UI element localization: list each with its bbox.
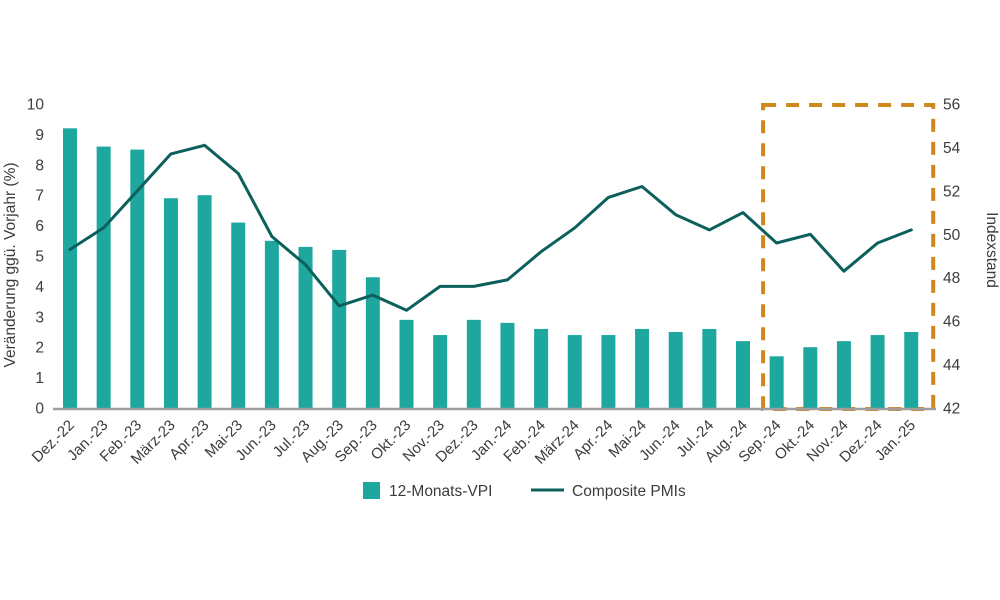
left-axis-tick-label: 10 <box>27 97 45 114</box>
bar-Feb.-23 <box>130 149 145 409</box>
bar-Jan.-23 <box>96 146 111 409</box>
bar-Aug.-23 <box>332 249 347 409</box>
bar-Jan.-25 <box>904 332 919 409</box>
bar-Mai-23 <box>231 222 246 409</box>
right-axis-tick-label: 54 <box>943 140 961 157</box>
right-axis-tick-label: 50 <box>943 227 961 244</box>
bar-Jun.-24 <box>668 332 683 409</box>
bar-Dez.-23 <box>466 319 481 409</box>
bar-Jan.-24 <box>500 322 515 409</box>
left-axis-tick-label: 2 <box>35 340 44 357</box>
bar-series-group <box>63 128 919 409</box>
left-axis-tick-label: 4 <box>35 279 44 296</box>
bar-März-23 <box>163 198 178 409</box>
bar-Apr.-23 <box>197 195 212 409</box>
bar-Dez.-24 <box>870 335 885 409</box>
bar-Sep.-23 <box>365 277 380 409</box>
bar-Okt.-23 <box>399 319 414 409</box>
left-axis-tick-label: 1 <box>35 370 44 387</box>
right-axis-tick-label: 42 <box>943 401 960 418</box>
legend-line-label: Composite PMIs <box>572 483 686 500</box>
bar-Jun.-23 <box>264 240 279 409</box>
bar-Nov.-23 <box>433 335 448 409</box>
left-axis-tick-label: 9 <box>35 127 44 144</box>
right-axis-title: Indexstand <box>983 212 1000 288</box>
right-axis-tick-label: 52 <box>943 183 960 200</box>
bar-Feb.-24 <box>534 328 549 409</box>
left-axis-tick-label: 3 <box>35 309 44 326</box>
bar-Okt.-24 <box>803 347 818 409</box>
bar-Dez.-22 <box>63 128 77 409</box>
bar-Mai-24 <box>635 328 650 409</box>
legend-bar-label: 12-Monats-VPI <box>389 483 492 500</box>
bar-März-24 <box>567 335 582 409</box>
left-axis-tick-label: 7 <box>35 188 44 205</box>
bar-Sep.-24 <box>769 356 784 409</box>
right-axis-tick-label: 48 <box>943 270 960 287</box>
line-series-group <box>68 143 913 312</box>
right-axis-tick-label: 56 <box>943 97 960 114</box>
left-axis-tick-label: 0 <box>35 401 44 418</box>
legend-bar-swatch-icon <box>363 482 380 499</box>
right-axis-tick-label: 44 <box>943 357 961 374</box>
legend: 12-Monats-VPI Composite PMIs <box>363 482 686 500</box>
left-axis-title: Veränderung ggü. Vorjahr (%) <box>2 162 19 367</box>
composite-pmi-line <box>68 143 913 312</box>
left-axis-tick-label: 6 <box>35 218 44 235</box>
left-axis-tick-label: 8 <box>35 157 44 174</box>
left-axis-tick-label: 5 <box>35 249 44 266</box>
right-axis-tick-label: 46 <box>943 314 960 331</box>
bar-Apr.-24 <box>601 335 616 409</box>
bar-Aug.-24 <box>736 341 750 409</box>
bar-Jul.-24 <box>702 328 717 409</box>
bar-Jul.-23 <box>298 246 313 409</box>
bar-Nov.-24 <box>836 341 851 409</box>
